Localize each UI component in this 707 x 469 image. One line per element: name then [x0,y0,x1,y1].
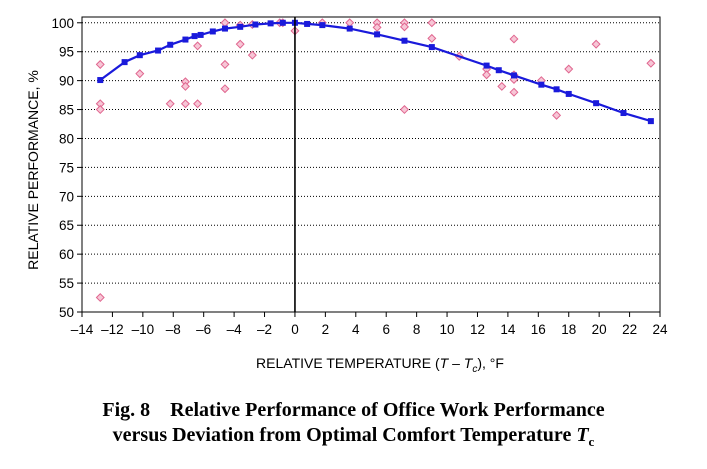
scatter-point [95,105,105,115]
line-marker [565,90,572,97]
line-marker [495,67,502,74]
scatter-point [372,22,382,32]
figure-caption-line2: versus Deviation from Optimal Comfort Te… [112,424,595,449]
scatter-point [165,99,175,109]
x-tick-label: –2 [257,322,272,337]
line-marker [209,28,216,35]
scatter-point [399,22,409,32]
y-tick-label: 100 [51,16,74,31]
scatter-point [552,110,562,120]
axes [77,16,661,317]
x-tick-label: 14 [500,322,516,337]
line-marker [197,31,204,38]
x-tick-label: 10 [440,322,455,337]
scatter-point [193,41,203,51]
scatter-point [427,18,437,28]
x-tick-label: 18 [561,322,576,337]
scatter-point [564,64,574,74]
figure-caption-line1: Fig. 8 Relative Performance of Office Wo… [102,399,605,421]
scatter-point [135,69,145,79]
scatter-point [220,59,230,69]
y-tick-label: 50 [59,305,74,320]
chart-marks [95,18,656,303]
scatter-point [509,87,519,97]
scatter-point [180,81,190,91]
line-marker [510,72,517,79]
scatter-point [180,99,190,109]
y-axis-title: RELATIVE PERFORMANCE, % [25,70,41,270]
line-marker [279,19,286,26]
tick-labels: –14 –12 –10 –8 –6 –4 –2 0 2 4 6 8 10 12 14 16 18 20 22 2450… [51,16,668,337]
x-axis-title: RELATIVE TEMPERATURE (T – Tc), °F [256,355,504,375]
x-tick-label: 4 [352,322,360,337]
line-marker [97,77,104,84]
line-marker [167,41,174,48]
line-marker [237,23,244,30]
x-tick-label: –10 [132,322,155,337]
x-tick-label: –6 [196,322,211,337]
line-marker [252,21,259,28]
x-tick-label: 0 [291,322,299,337]
y-tick-label: 80 [59,131,74,146]
scatter-point [591,39,601,49]
line-marker [121,59,128,66]
grid [82,22,660,284]
line-marker [593,100,600,107]
scatter-point [482,70,492,80]
x-tick-label: 16 [531,322,546,337]
x-tick-label: –12 [101,322,124,337]
scatter-point [193,99,203,109]
y-tick-label: 95 [59,45,74,60]
line-marker [346,25,353,32]
line-marker [319,22,326,29]
line-marker [374,31,381,38]
x-tick-label: –14 [71,322,94,337]
scatter-point [235,39,245,49]
x-tick-label: 12 [470,322,485,337]
line-marker [483,62,490,69]
line-marker [304,20,311,27]
x-tick-label: 20 [592,322,607,337]
line-marker [191,33,198,40]
scatter-point [399,105,409,115]
line-marker [401,37,408,44]
line-marker [647,118,654,125]
x-tick-label: 22 [622,322,637,337]
line-marker [553,86,560,93]
y-tick-label: 60 [59,247,74,262]
y-tick-label: 75 [59,160,74,175]
x-tick-label: 8 [413,322,421,337]
x-tick-label: 6 [382,322,390,337]
x-tick-label: 2 [322,322,330,337]
line-marker [136,52,143,59]
y-tick-label: 55 [59,276,74,291]
y-tick-label: 65 [59,218,74,233]
line-marker [428,44,435,51]
scatter-point [247,50,257,60]
x-tick-label: 24 [652,322,668,337]
scatter-point [95,59,105,69]
line-marker [538,81,545,88]
y-tick-label: 85 [59,103,74,118]
x-tick-label: –8 [166,322,181,337]
scatter-point [427,33,437,43]
scatter-point [220,18,230,28]
line-marker [221,25,228,32]
line-marker [155,47,162,54]
plot-frame [81,16,661,313]
y-tick-label: 90 [59,74,74,89]
scatter-point [345,18,355,28]
scatter-point [497,81,507,91]
line-marker [267,20,274,27]
scatter-point [220,84,230,94]
scatter-point [646,58,656,68]
scatter-point [509,34,519,44]
x-tick-label: –4 [227,322,243,337]
line-marker [182,36,189,43]
scatter-point [95,293,105,303]
chart: –14 –12 –10 –8 –6 –4 –2 0 2 4 6 8 10 12 14 16 18 20 22 2450… [25,16,668,375]
line-marker [620,110,627,117]
y-tick-label: 70 [59,189,74,204]
